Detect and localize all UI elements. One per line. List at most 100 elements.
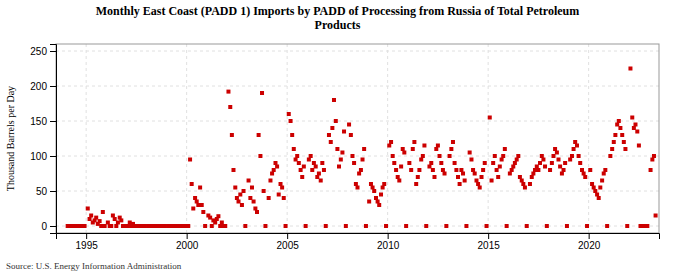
- point: [620, 133, 624, 137]
- point: [530, 175, 534, 179]
- tick: 2020: [578, 233, 601, 251]
- point: [545, 224, 549, 228]
- point: [464, 224, 468, 228]
- tick-label: 200: [30, 81, 47, 92]
- point: [198, 186, 202, 190]
- point: [394, 168, 398, 172]
- point: [525, 224, 529, 228]
- point: [481, 168, 485, 172]
- point: [367, 200, 371, 204]
- point: [287, 112, 291, 116]
- point: [354, 182, 358, 186]
- point: [294, 158, 298, 162]
- point: [429, 161, 433, 165]
- point: [231, 168, 235, 172]
- point: [188, 158, 192, 162]
- point: [495, 168, 499, 172]
- point: [500, 158, 504, 162]
- point: [649, 168, 653, 172]
- point: [279, 182, 283, 186]
- grid-line-x: [287, 44, 288, 233]
- point: [654, 214, 658, 218]
- point: [436, 144, 440, 148]
- point: [416, 175, 420, 179]
- point: [402, 151, 406, 155]
- grid-line-x: [387, 44, 388, 233]
- point: [645, 224, 649, 228]
- grid-line-x: [86, 44, 87, 233]
- point: [83, 224, 87, 228]
- point: [652, 154, 656, 158]
- point: [327, 133, 331, 137]
- point: [632, 126, 636, 130]
- point: [583, 175, 587, 179]
- point: [493, 154, 497, 158]
- point: [319, 179, 323, 183]
- point: [186, 224, 190, 228]
- point: [478, 186, 482, 190]
- point: [389, 140, 393, 144]
- tick: 50: [36, 186, 56, 197]
- tick-label: 2010: [377, 240, 400, 251]
- point: [414, 182, 418, 186]
- point: [344, 224, 348, 228]
- tick-label: 2000: [176, 240, 199, 251]
- point: [580, 168, 584, 172]
- point: [397, 179, 401, 183]
- tick: 2000: [176, 233, 199, 251]
- point: [309, 154, 313, 158]
- point: [329, 140, 333, 144]
- tick-mark: [187, 233, 188, 239]
- point: [443, 172, 447, 176]
- point: [453, 161, 457, 165]
- point: [630, 116, 634, 120]
- point: [359, 168, 363, 172]
- tick: 200: [30, 81, 56, 92]
- point: [536, 168, 540, 172]
- point: [635, 130, 639, 134]
- point: [387, 144, 391, 148]
- point: [226, 90, 230, 94]
- point: [471, 168, 475, 172]
- point: [417, 168, 421, 172]
- point: [262, 189, 266, 193]
- point: [263, 224, 267, 228]
- point: [362, 147, 366, 151]
- point: [633, 123, 637, 127]
- point: [622, 140, 626, 144]
- tick-mark: [388, 233, 389, 239]
- point: [448, 154, 452, 158]
- point: [421, 154, 425, 158]
- point: [438, 154, 442, 158]
- point: [235, 196, 239, 200]
- point: [381, 186, 385, 190]
- point: [612, 140, 616, 144]
- point: [114, 224, 118, 228]
- point: [531, 172, 535, 176]
- point: [613, 133, 617, 137]
- point: [382, 182, 386, 186]
- tick-label: 50: [36, 186, 48, 197]
- point: [521, 182, 525, 186]
- point: [230, 133, 234, 137]
- point: [240, 203, 244, 207]
- point: [372, 189, 376, 193]
- grid-line-y: [56, 121, 659, 122]
- point: [302, 165, 306, 169]
- point: [238, 193, 242, 197]
- tick-mark: [50, 226, 56, 227]
- grid: [56, 44, 659, 233]
- point: [510, 168, 514, 172]
- tick-label: 2015: [478, 240, 501, 251]
- tick: 2005: [277, 233, 300, 251]
- point: [605, 224, 609, 228]
- point: [350, 154, 354, 158]
- grid-line-y: [56, 51, 659, 52]
- point: [409, 168, 413, 172]
- point: [273, 161, 277, 165]
- point: [126, 224, 130, 228]
- point: [255, 210, 259, 214]
- point: [485, 224, 489, 228]
- point: [562, 168, 566, 172]
- point: [317, 172, 321, 176]
